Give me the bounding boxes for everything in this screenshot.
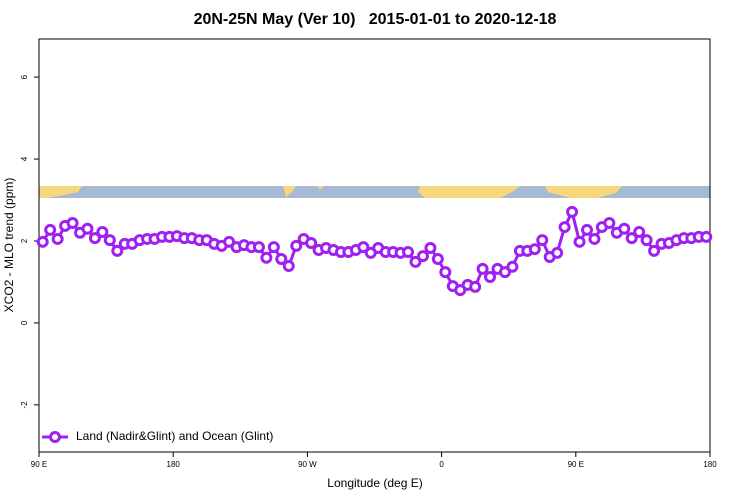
point [573, 235, 586, 248]
point [402, 246, 415, 259]
point [81, 222, 94, 235]
point [603, 216, 616, 229]
x-tick-label: 90 E [568, 460, 584, 469]
point [66, 216, 79, 229]
point [111, 244, 124, 257]
point [252, 241, 265, 254]
point [51, 232, 64, 245]
x-tick-label: 0 [439, 460, 444, 469]
point [454, 284, 467, 297]
point [640, 234, 653, 247]
point [223, 235, 236, 248]
point [551, 246, 564, 259]
point [88, 232, 101, 245]
point [498, 266, 511, 279]
point [528, 243, 541, 256]
point [260, 251, 273, 264]
point [290, 239, 303, 252]
map-strip [39, 186, 710, 198]
point [566, 205, 579, 218]
point [36, 235, 49, 248]
x-axis-label: Longitude (deg E) [327, 476, 422, 490]
point [267, 241, 280, 254]
point [439, 266, 452, 279]
point [700, 230, 713, 243]
point [588, 232, 601, 245]
point [476, 262, 489, 275]
legend-label: Land (Nadir&Glint) and Ocean (Glint) [76, 429, 273, 443]
point [103, 234, 116, 247]
land-patch [318, 186, 324, 190]
x-tick-label: 90 W [298, 460, 317, 469]
point [275, 253, 288, 266]
point [44, 223, 57, 236]
point [536, 234, 549, 247]
point [357, 241, 370, 254]
legend-marker [49, 431, 61, 443]
point [580, 223, 593, 236]
point [633, 225, 646, 238]
point [469, 280, 482, 293]
point [96, 225, 109, 238]
chart-title: 20N-25N May (Ver 10) 2015-01-01 to 2020-… [194, 11, 557, 28]
point [409, 255, 422, 268]
land-patch [39, 186, 82, 198]
land-patch [283, 186, 296, 197]
x-tick-label: 90 E [31, 460, 47, 469]
ocean-band [39, 186, 710, 198]
point [424, 241, 437, 254]
point [282, 259, 295, 272]
point [618, 222, 631, 235]
point [305, 237, 318, 250]
y-tick-label: 6 [20, 74, 29, 79]
legend: Land (Nadir&Glint) and Ocean (Glint) [42, 429, 273, 443]
point [506, 260, 519, 273]
point [558, 221, 571, 234]
point [431, 253, 444, 266]
x-tick-label: 180 [703, 460, 717, 469]
x-tick-label: 180 [167, 460, 181, 469]
y-tick-label: 0 [20, 320, 29, 325]
point [416, 250, 429, 263]
point [648, 244, 661, 257]
y-tick-label: 2 [20, 238, 29, 243]
land-patch [545, 186, 622, 198]
point [484, 271, 497, 284]
y-tick-label: 4 [20, 156, 29, 161]
y-axis-label: XCO2 - MLO trend (ppm) [2, 178, 16, 313]
land-patch [418, 186, 520, 198]
point [625, 232, 638, 245]
y-tick-label: -2 [20, 401, 29, 409]
